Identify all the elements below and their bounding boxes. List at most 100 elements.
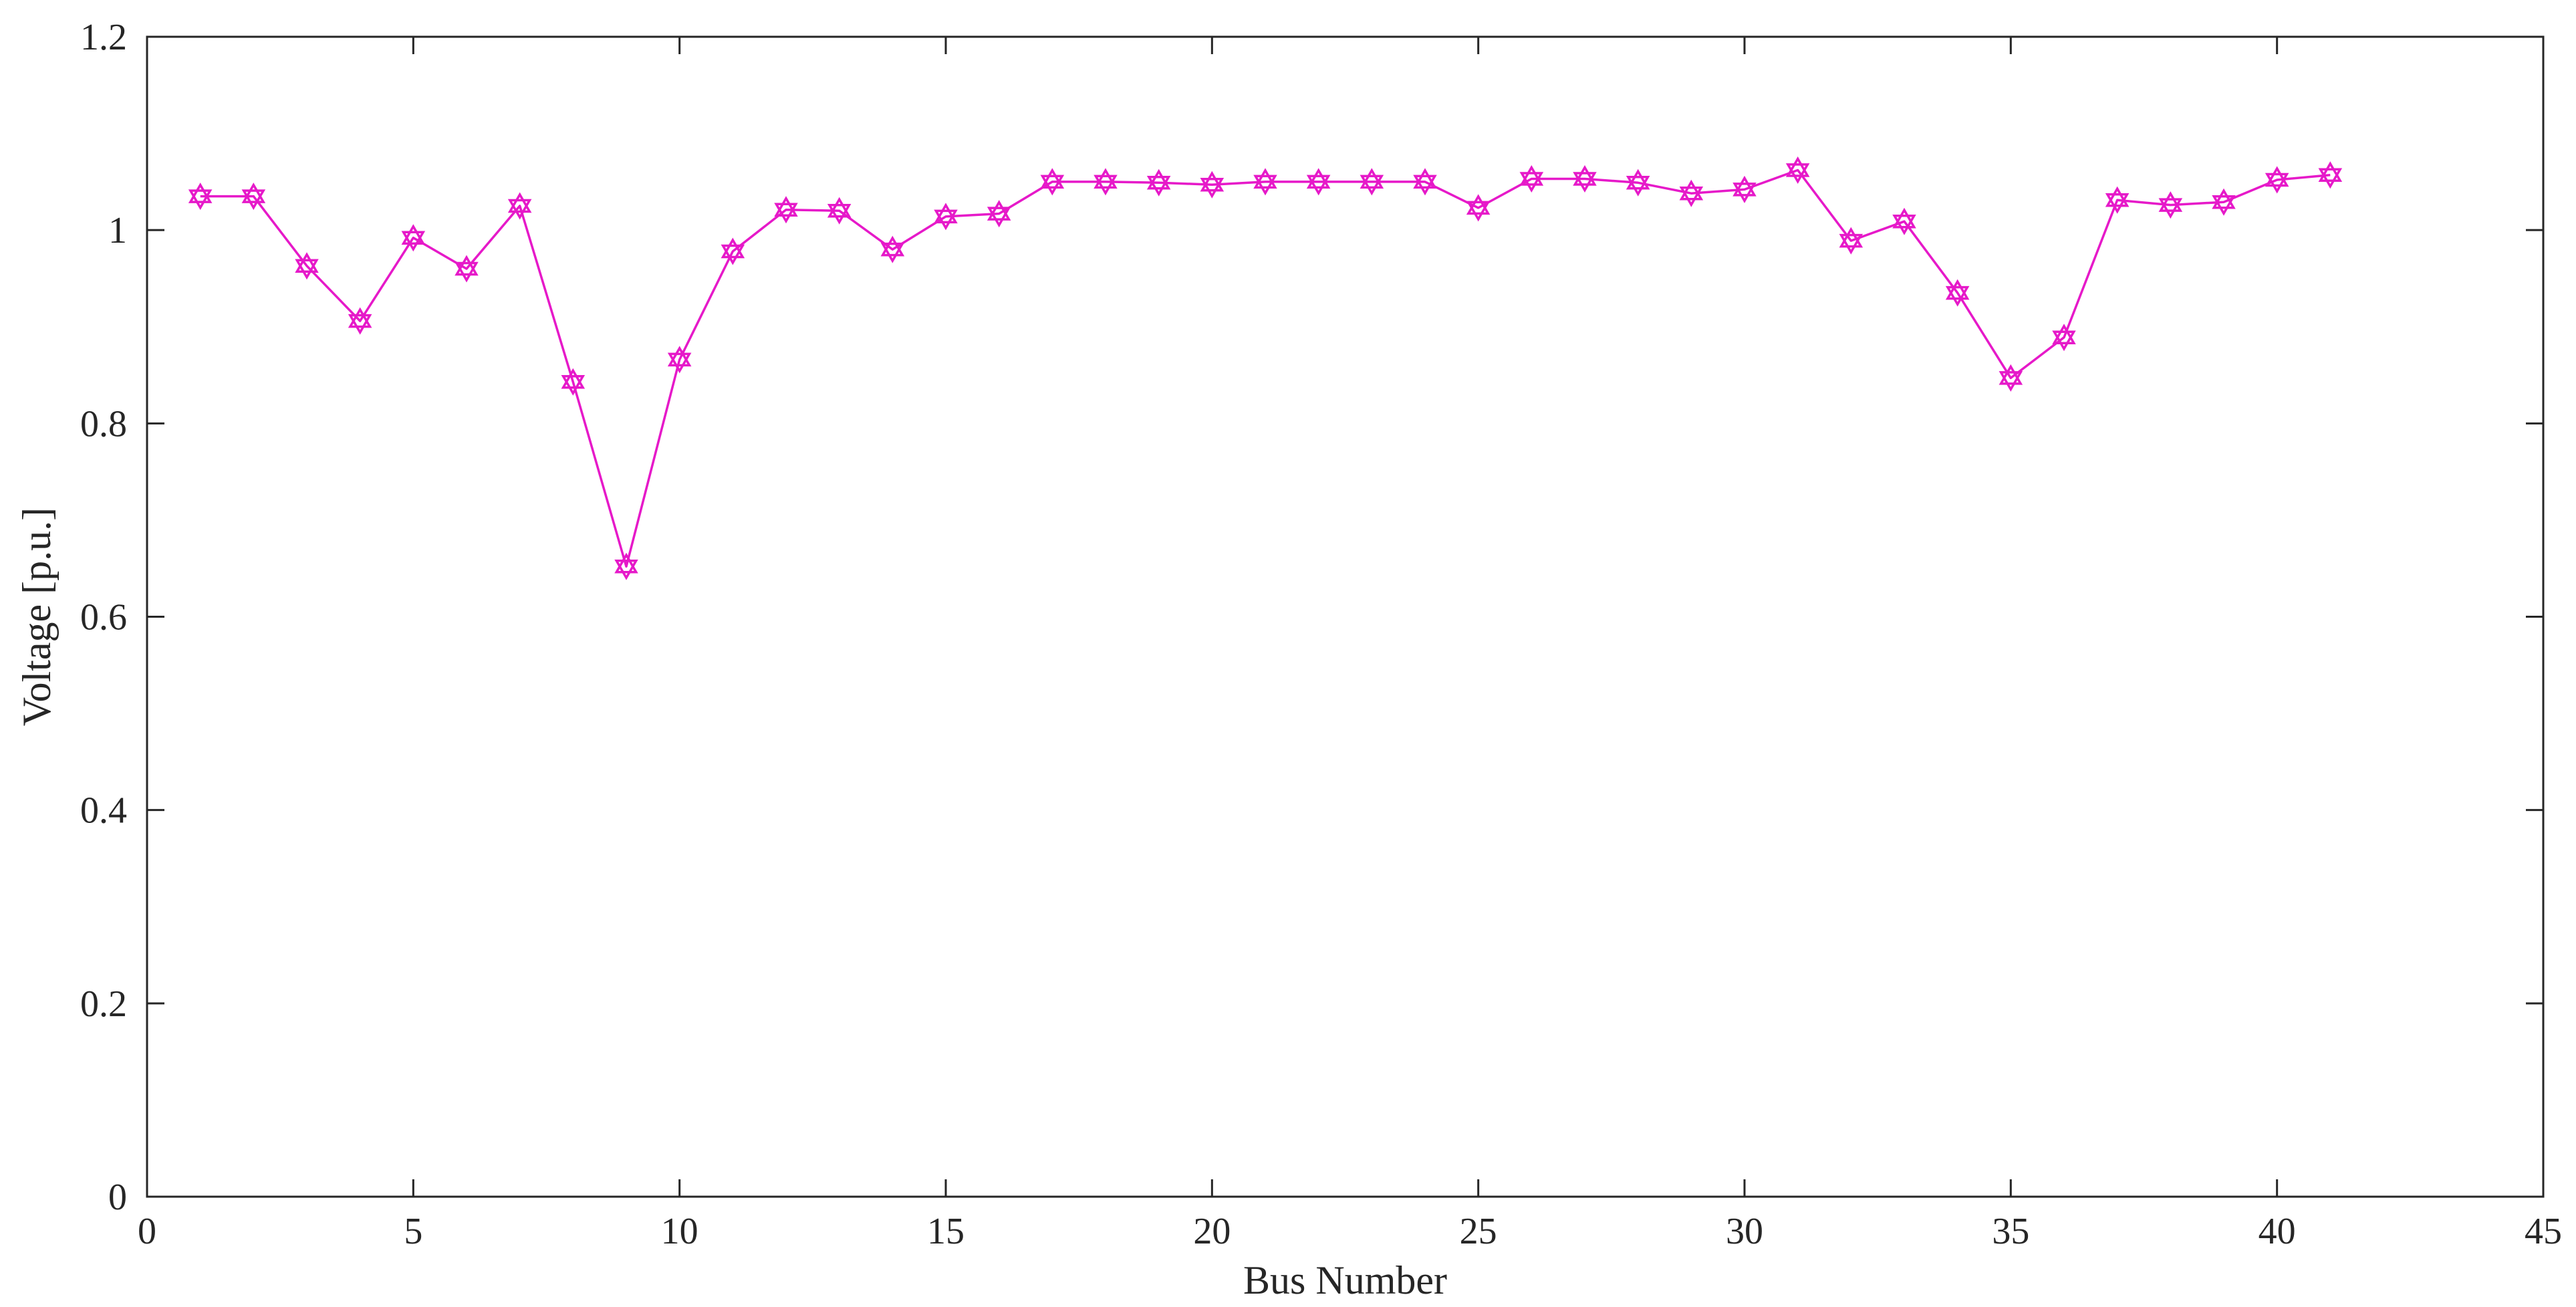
data-point bbox=[1732, 175, 1757, 203]
data-point bbox=[1999, 364, 2023, 392]
data-point bbox=[295, 252, 319, 280]
data-point-marker bbox=[561, 368, 586, 389]
data-point-marker bbox=[1732, 175, 1757, 197]
data-point-marker bbox=[2105, 186, 2130, 207]
data-point-marker bbox=[1466, 194, 1491, 215]
data-point bbox=[2052, 324, 2076, 352]
data-point-marker bbox=[348, 307, 372, 328]
data-point-marker bbox=[2212, 188, 2236, 209]
data-point-marker bbox=[1040, 168, 1065, 189]
data-point-marker bbox=[1200, 170, 1225, 192]
data-point-marker bbox=[1040, 174, 1065, 196]
data-point bbox=[1200, 170, 1225, 199]
data-point bbox=[1413, 168, 1437, 196]
data-point bbox=[507, 192, 532, 220]
data-point-marker bbox=[987, 200, 1011, 221]
data-point-marker bbox=[2105, 193, 2130, 214]
data-point bbox=[1360, 168, 1384, 196]
y-axis-title: Voltage [p.u.] bbox=[15, 507, 59, 726]
data-point-marker bbox=[934, 209, 958, 231]
data-point bbox=[561, 368, 586, 396]
data-point-marker bbox=[455, 255, 479, 276]
data-point-marker bbox=[987, 207, 1011, 228]
data-point-marker bbox=[561, 374, 586, 396]
data-point-marker bbox=[1945, 285, 1970, 307]
data-point-marker bbox=[1306, 168, 1331, 189]
data-point bbox=[1306, 168, 1331, 196]
data-point-marker bbox=[455, 261, 479, 283]
data-point-marker bbox=[614, 560, 638, 580]
data-point-marker bbox=[1360, 168, 1384, 189]
data-point bbox=[401, 224, 426, 252]
data-point-marker bbox=[2052, 330, 2076, 352]
data-point-marker bbox=[295, 252, 319, 273]
data-point-marker bbox=[934, 203, 958, 224]
data-point-marker bbox=[1732, 183, 1757, 203]
data-point bbox=[1466, 194, 1491, 222]
data-point-marker bbox=[401, 231, 426, 252]
data-point-marker bbox=[1785, 163, 1810, 184]
data-point bbox=[2318, 161, 2343, 189]
data-series bbox=[188, 156, 2343, 580]
data-point bbox=[987, 200, 1011, 228]
data-point-marker bbox=[1253, 168, 1277, 189]
data-point bbox=[1519, 165, 1544, 193]
data-point bbox=[348, 307, 372, 335]
data-point-marker bbox=[2265, 172, 2289, 194]
data-point bbox=[1146, 168, 1171, 197]
data-point-marker bbox=[348, 314, 372, 335]
data-point-marker bbox=[1626, 168, 1650, 190]
data-point-marker bbox=[1413, 174, 1437, 196]
data-point-marker bbox=[1146, 176, 1171, 197]
data-point bbox=[721, 237, 745, 265]
y-tick-label: 0.4 bbox=[80, 790, 127, 832]
data-point-marker bbox=[667, 346, 692, 367]
data-point-marker bbox=[1892, 214, 1916, 235]
data-point bbox=[2265, 166, 2289, 194]
y-tick-label: 1 bbox=[108, 210, 127, 251]
data-point-marker bbox=[1306, 174, 1331, 196]
data-point-marker bbox=[1519, 165, 1544, 186]
data-point-marker bbox=[1626, 176, 1650, 197]
axes: 0 5 10 15 20 25 30 35 40 45 0 0.2 0.4 0.6 0.8 1 1.2 bbox=[80, 17, 2562, 1252]
data-point bbox=[1945, 279, 1970, 307]
data-point-marker bbox=[188, 189, 213, 211]
data-point-marker bbox=[721, 237, 745, 259]
y-tick-label: 0.6 bbox=[80, 597, 127, 638]
data-point bbox=[455, 255, 479, 283]
y-tick-label: 0.8 bbox=[80, 403, 127, 445]
data-point-marker bbox=[827, 203, 852, 225]
data-point bbox=[1253, 168, 1277, 196]
x-tick-label: 20 bbox=[1193, 1211, 1231, 1252]
data-point-marker bbox=[774, 203, 798, 224]
x-tick-label: 15 bbox=[927, 1211, 964, 1252]
data-point-marker bbox=[1253, 174, 1277, 196]
data-point-marker bbox=[614, 552, 638, 574]
data-point-marker bbox=[241, 189, 266, 211]
data-point bbox=[2105, 186, 2130, 214]
data-point bbox=[1093, 168, 1118, 196]
data-point bbox=[1785, 156, 1810, 184]
data-point-marker bbox=[1785, 156, 1810, 177]
data-point bbox=[2212, 188, 2236, 216]
data-point-marker bbox=[241, 183, 266, 203]
data-point bbox=[2158, 191, 2183, 219]
data-point-marker bbox=[667, 352, 692, 374]
data-point-marker bbox=[507, 192, 532, 213]
x-tick-label: 45 bbox=[2525, 1211, 2562, 1252]
data-point bbox=[1573, 164, 1597, 193]
data-point bbox=[188, 183, 213, 211]
data-point-marker bbox=[2212, 195, 2236, 216]
x-tick-label: 30 bbox=[1726, 1211, 1763, 1252]
data-point-marker bbox=[1999, 364, 2023, 385]
data-point-marker bbox=[2052, 324, 2076, 344]
x-axis-title: Bus Number bbox=[1243, 1258, 1447, 1302]
data-point-marker bbox=[295, 259, 319, 280]
data-point-marker bbox=[2158, 191, 2183, 212]
data-point-marker bbox=[1679, 186, 1704, 207]
data-point-marker bbox=[1200, 177, 1225, 199]
data-point-marker bbox=[1679, 179, 1704, 201]
data-point-marker bbox=[2318, 168, 2343, 189]
data-point bbox=[880, 235, 905, 263]
